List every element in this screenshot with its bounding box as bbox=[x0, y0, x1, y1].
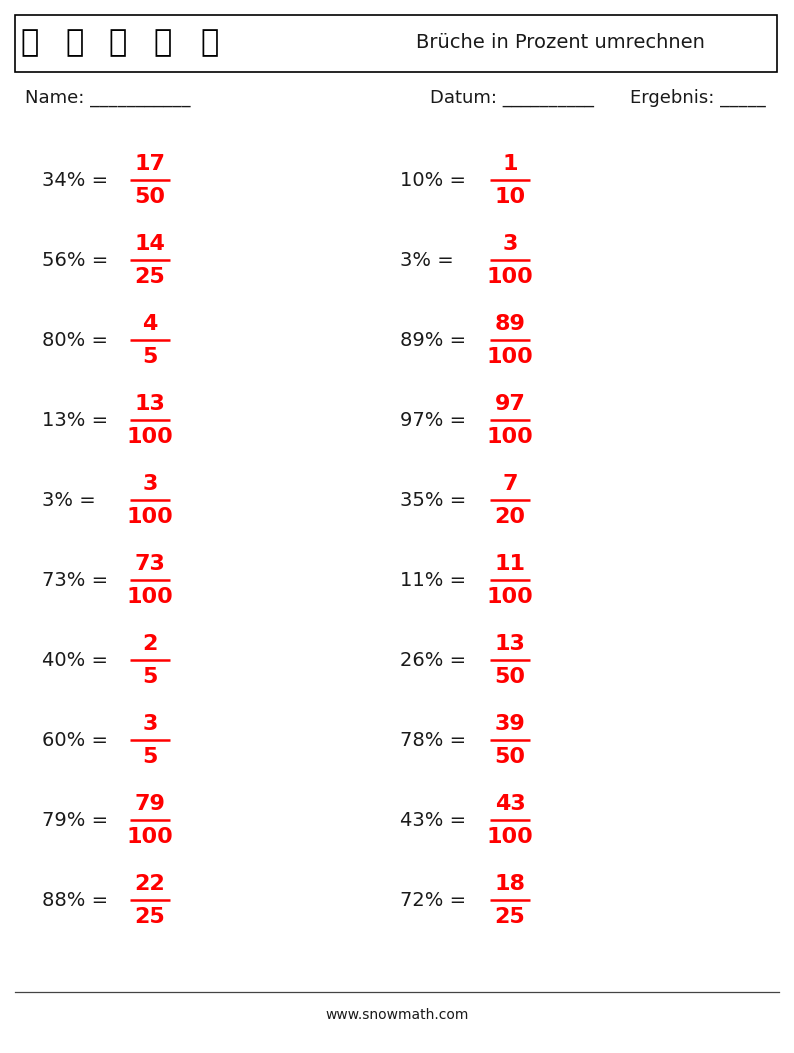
Text: 34% =: 34% = bbox=[42, 171, 108, 190]
Text: 35% =: 35% = bbox=[400, 491, 466, 510]
Text: 97: 97 bbox=[495, 394, 526, 414]
Text: 3: 3 bbox=[142, 474, 158, 494]
Text: 89: 89 bbox=[495, 314, 526, 334]
Text: 60% =: 60% = bbox=[42, 731, 108, 750]
Text: 100: 100 bbox=[126, 428, 173, 448]
Text: 43: 43 bbox=[495, 794, 526, 814]
Text: 40% =: 40% = bbox=[42, 651, 108, 670]
Text: 88% =: 88% = bbox=[42, 891, 108, 910]
Text: 100: 100 bbox=[126, 506, 173, 526]
Text: 79% =: 79% = bbox=[42, 811, 108, 830]
Text: 50: 50 bbox=[495, 667, 526, 687]
Text: 100: 100 bbox=[126, 827, 173, 847]
Text: 100: 100 bbox=[126, 587, 173, 607]
Text: 100: 100 bbox=[487, 587, 534, 607]
Text: 1: 1 bbox=[503, 154, 518, 174]
Text: 3: 3 bbox=[142, 714, 158, 734]
Text: 100: 100 bbox=[487, 347, 534, 367]
Text: 25: 25 bbox=[135, 267, 165, 287]
Text: 13: 13 bbox=[495, 634, 526, 654]
Text: 26% =: 26% = bbox=[400, 651, 466, 670]
Text: 7: 7 bbox=[503, 474, 518, 494]
Text: 25: 25 bbox=[135, 907, 165, 927]
Text: 10: 10 bbox=[495, 187, 526, 207]
Text: 22: 22 bbox=[135, 874, 165, 894]
Text: 17: 17 bbox=[134, 154, 165, 174]
Text: 78% =: 78% = bbox=[400, 731, 466, 750]
Text: 79: 79 bbox=[134, 794, 165, 814]
Text: 39: 39 bbox=[495, 714, 526, 734]
Text: 5: 5 bbox=[142, 347, 158, 367]
Text: 80% =: 80% = bbox=[42, 331, 108, 350]
Text: Datum: __________: Datum: __________ bbox=[430, 90, 594, 107]
Text: 89% =: 89% = bbox=[400, 331, 466, 350]
Text: 50: 50 bbox=[495, 747, 526, 767]
Text: 10% =: 10% = bbox=[400, 171, 466, 190]
Text: 5: 5 bbox=[142, 747, 158, 767]
Text: 73% =: 73% = bbox=[42, 571, 108, 590]
Text: 43% =: 43% = bbox=[400, 811, 466, 830]
Text: 100: 100 bbox=[487, 267, 534, 287]
Text: 97% =: 97% = bbox=[400, 411, 466, 430]
Text: Name: ___________: Name: ___________ bbox=[25, 90, 191, 107]
Text: 73: 73 bbox=[134, 554, 165, 574]
Text: 11% =: 11% = bbox=[400, 571, 466, 590]
Text: 🚛: 🚛 bbox=[154, 28, 172, 58]
FancyBboxPatch shape bbox=[15, 15, 777, 72]
Text: 100: 100 bbox=[487, 827, 534, 847]
Text: 4: 4 bbox=[142, 314, 158, 334]
Text: 🚓: 🚓 bbox=[66, 28, 84, 58]
Text: Brüche in Prozent umrechnen: Brüche in Prozent umrechnen bbox=[415, 34, 704, 53]
Text: 🚜: 🚜 bbox=[21, 28, 39, 58]
Text: 11: 11 bbox=[495, 554, 526, 574]
Text: 56% =: 56% = bbox=[42, 251, 108, 270]
Text: 50: 50 bbox=[134, 187, 165, 207]
Text: 18: 18 bbox=[495, 874, 526, 894]
Text: 5: 5 bbox=[142, 667, 158, 687]
Text: 13: 13 bbox=[134, 394, 165, 414]
Text: www.snowmath.com: www.snowmath.com bbox=[326, 1008, 468, 1022]
Text: 2: 2 bbox=[142, 634, 158, 654]
Text: 3: 3 bbox=[503, 234, 518, 254]
Text: 13% =: 13% = bbox=[42, 411, 108, 430]
Text: Ergebnis: _____: Ergebnis: _____ bbox=[630, 88, 765, 107]
Text: 3% =: 3% = bbox=[400, 251, 453, 270]
Text: 20: 20 bbox=[495, 506, 526, 526]
Text: 3% =: 3% = bbox=[42, 491, 96, 510]
Text: 14: 14 bbox=[134, 234, 165, 254]
Text: 25: 25 bbox=[495, 907, 526, 927]
Text: 🚧: 🚧 bbox=[201, 28, 219, 58]
Text: 100: 100 bbox=[487, 428, 534, 448]
Text: 🚒: 🚒 bbox=[109, 28, 127, 58]
Text: 72% =: 72% = bbox=[400, 891, 466, 910]
